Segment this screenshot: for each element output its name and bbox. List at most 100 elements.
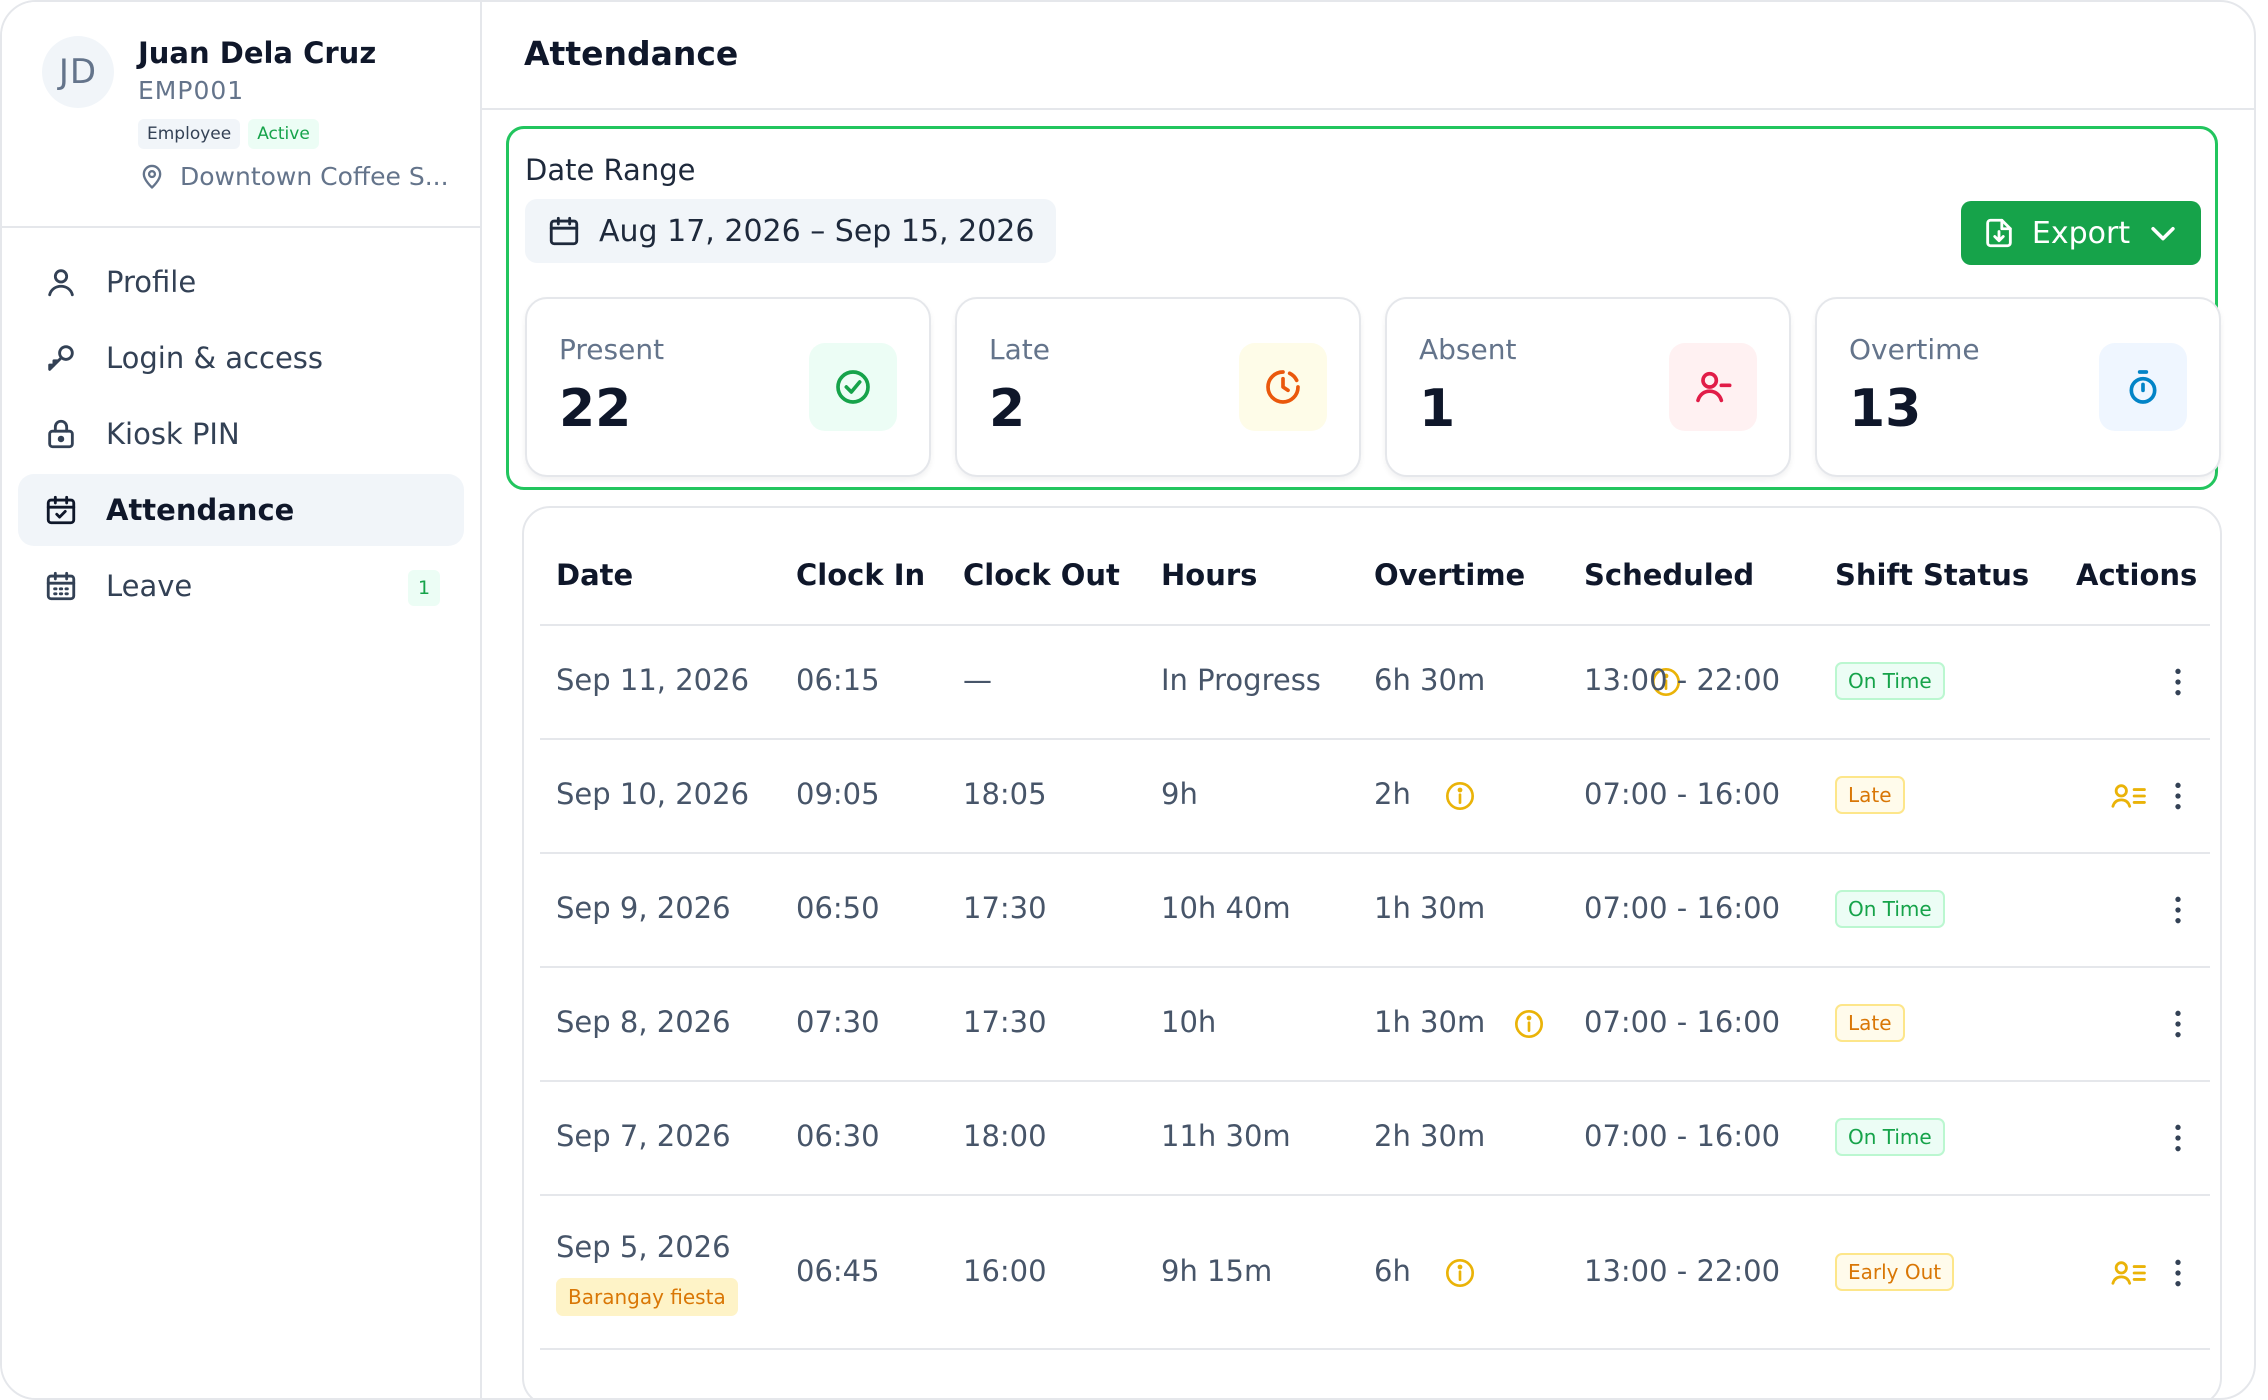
status-badge: On Time <box>1835 662 1945 700</box>
calendar-icon <box>549 216 579 246</box>
cell-clock-in: 06:45 <box>796 1254 880 1288</box>
calendar-grid-icon <box>46 571 76 601</box>
column-header-hours[interactable]: Hours <box>1161 558 1258 592</box>
status-badge: On Time <box>1835 890 1945 928</box>
cell-date: Sep 11, 2026 <box>556 663 750 697</box>
sidebar-item-label: Kiosk PIN <box>106 417 240 451</box>
cell-scheduled: 07:00 - 16:00 <box>1584 1005 1781 1039</box>
status-badge: Late <box>1835 776 1905 814</box>
column-header-clock-out[interactable]: Clock Out <box>963 558 1120 592</box>
table-row[interactable]: Sep 8, 2026 07:30 17:30 10h 1h 30m 07:00… <box>540 968 2210 1082</box>
cell-clock-out: 17:30 <box>963 1005 1047 1039</box>
stat-card-late: Late 2 <box>955 297 1361 477</box>
location: Downtown Coffee S... <box>138 162 449 191</box>
column-header-date[interactable]: Date <box>556 558 634 592</box>
table-row[interactable]: Sep 5, 2026 Barangay fiesta 06:45 16:00 … <box>540 1196 2210 1350</box>
info-icon[interactable] <box>1650 666 1682 698</box>
page-header: Attendance <box>482 2 2254 110</box>
user-minus-icon <box>1696 371 1732 403</box>
cell-date: Sep 10, 2026 <box>556 777 750 811</box>
sidebar-item-attendance[interactable]: Attendance <box>18 474 464 546</box>
date-range-label: Date Range <box>525 153 696 187</box>
more-vertical-icon[interactable] <box>2173 1122 2183 1154</box>
sidebar-nav: Profile Login & access Kiosk PIN Attenda… <box>18 246 464 626</box>
status-badge: Late <box>1835 1004 1905 1042</box>
more-vertical-icon[interactable] <box>2173 666 2183 698</box>
column-header-actions: Actions <box>2076 558 2198 592</box>
sidebar-item-leave[interactable]: Leave 1 <box>18 550 464 622</box>
column-header-clock-in[interactable]: Clock In <box>796 558 926 592</box>
status-badge: On Time <box>1835 1118 1945 1156</box>
more-vertical-icon[interactable] <box>2173 1257 2183 1289</box>
more-vertical-icon[interactable] <box>2173 894 2183 926</box>
cell-overtime: 2h <box>1374 777 1411 811</box>
file-download-icon <box>1986 218 2012 248</box>
column-header-scheduled[interactable]: Scheduled <box>1584 558 1755 592</box>
location-label: Downtown Coffee S... <box>180 162 449 191</box>
table-row[interactable]: Sep 10, 2026 09:05 18:05 9h 2h 07:00 - 1… <box>540 740 2210 854</box>
cell-clock-in: 06:50 <box>796 891 880 925</box>
user-notes-icon[interactable] <box>2111 780 2147 812</box>
cell-scheduled: 07:00 - 16:00 <box>1584 1119 1781 1153</box>
cell-date: Sep 9, 2026 <box>556 891 731 925</box>
table-row[interactable]: Sep 9, 2026 06:50 17:30 10h 40m 1h 30m 0… <box>540 854 2210 968</box>
key-icon <box>48 345 74 371</box>
sidebar-item-login-access[interactable]: Login & access <box>18 322 464 394</box>
attendance-summary: Date Range Aug 17, 2026 – Sep 15, 2026 E… <box>506 126 2221 490</box>
stat-value: 2 <box>989 379 1026 439</box>
holiday-badge: Barangay fiesta <box>556 1278 738 1316</box>
date-range-picker[interactable]: Aug 17, 2026 – Sep 15, 2026 <box>525 199 1057 263</box>
status-badge: Early Out <box>1835 1253 1955 1291</box>
sidebar-item-profile[interactable]: Profile <box>18 246 464 318</box>
cell-clock-out: 17:30 <box>963 891 1047 925</box>
table-row[interactable]: Sep 7, 2026 06:30 18:00 11h 30m 2h 30m 0… <box>540 1082 2210 1196</box>
cell-date: Sep 7, 2026 <box>556 1119 731 1153</box>
stat-label: Overtime <box>1849 333 1980 366</box>
main-content: Attendance Date Range Aug 17, 2026 – Sep… <box>482 2 2254 1398</box>
stat-value: 22 <box>559 379 632 439</box>
cell-overtime: 1h 30m <box>1374 1005 1486 1039</box>
role-badge: Employee <box>138 119 241 149</box>
chevron-down-icon <box>2151 226 2175 241</box>
cell-overtime: 6h 30m <box>1374 663 1486 697</box>
page-title: Attendance <box>524 34 739 73</box>
status-badge: Active <box>248 119 319 149</box>
user-notes-icon[interactable] <box>2111 1257 2147 1289</box>
user-card: JD Juan Dela Cruz EMP001 Employee Active… <box>2 2 480 228</box>
cell-hours: In Progress <box>1161 663 1321 697</box>
column-header-overtime[interactable]: Overtime <box>1374 558 1526 592</box>
cell-hours: 11h 30m <box>1161 1119 1291 1153</box>
cell-overtime: 2h 30m <box>1374 1119 1486 1153</box>
attendance-table: Date Clock In Clock Out Hours Overtime S… <box>522 506 2222 1398</box>
cell-overtime: 6h <box>1374 1254 1411 1288</box>
sidebar-item-kiosk-pin[interactable]: Kiosk PIN <box>18 398 464 470</box>
table-row[interactable]: Sep 11, 2026 06:15 — In Progress 6h 30m … <box>540 626 2210 740</box>
cell-clock-in: 06:15 <box>796 663 880 697</box>
cell-hours: 9h <box>1161 777 1198 811</box>
more-vertical-icon[interactable] <box>2173 1008 2183 1040</box>
more-vertical-icon[interactable] <box>2173 780 2183 812</box>
info-icon[interactable] <box>1513 1008 1545 1040</box>
sidebar-item-label: Attendance <box>106 493 295 527</box>
avatar: JD <box>42 36 114 108</box>
cell-overtime: 1h 30m <box>1374 891 1486 925</box>
stat-icon-tile <box>809 343 897 431</box>
info-icon[interactable] <box>1444 1257 1476 1289</box>
cell-hours: 10h <box>1161 1005 1217 1039</box>
info-icon[interactable] <box>1444 780 1476 812</box>
cell-clock-in: 07:30 <box>796 1005 880 1039</box>
cell-scheduled: 07:00 - 16:00 <box>1584 777 1781 811</box>
column-header-shift-status[interactable]: Shift Status <box>1835 558 2030 592</box>
user-name: Juan Dela Cruz <box>138 36 377 70</box>
user-icon <box>48 269 74 297</box>
date-range-value: Aug 17, 2026 – Sep 15, 2026 <box>599 213 1035 249</box>
stat-label: Late <box>989 333 1050 366</box>
sidebar-item-label: Profile <box>106 265 197 299</box>
stat-label: Present <box>559 333 665 366</box>
export-button[interactable]: Export <box>1961 201 2201 265</box>
stat-value: 1 <box>1419 379 1456 439</box>
stat-card-absent: Absent 1 <box>1385 297 1791 477</box>
leave-count-badge: 1 <box>408 570 440 606</box>
employee-id: EMP001 <box>138 76 245 105</box>
